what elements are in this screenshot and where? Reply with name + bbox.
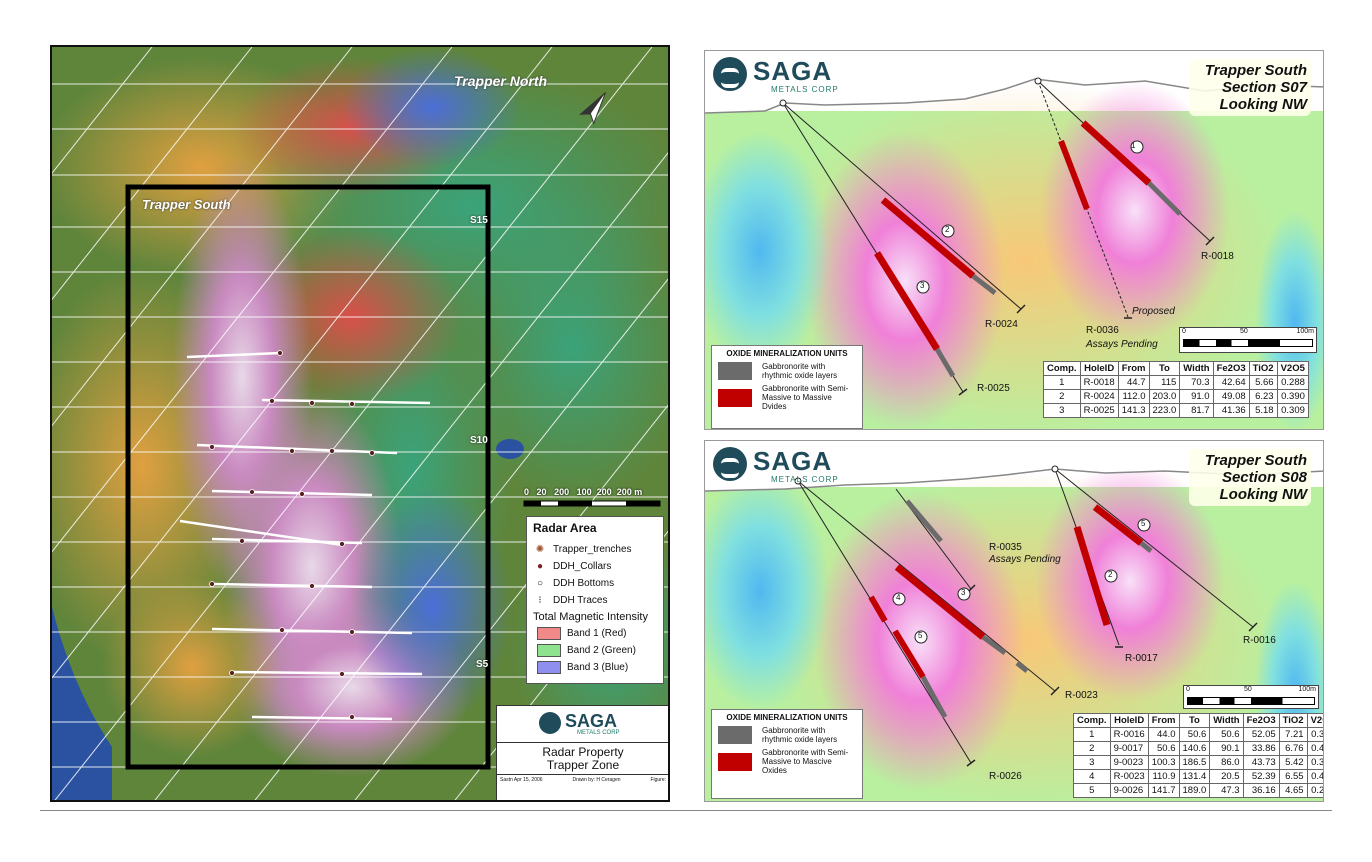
saga-logo-icon bbox=[713, 447, 747, 481]
band-2-swatch bbox=[537, 644, 561, 657]
map-scale-ticks: 0 20 200 100 200 200 m bbox=[524, 487, 642, 497]
legend-item-bottoms: ○ DDH Bottoms bbox=[533, 575, 657, 592]
s07-marker-1: 1 bbox=[1131, 141, 1136, 150]
table-row: 3 R-0025 141.3 223.0 81.7 41.36 5.18 0.309 bbox=[1043, 403, 1309, 418]
s08-marker-2: 2 bbox=[1108, 570, 1113, 579]
legend-item-rhythmic: Gabbronorite with rhythmic oxide layers bbox=[718, 362, 856, 380]
legend-band-3: Band 3 (Blue) bbox=[533, 659, 657, 676]
hole-label-r0024: R-0024 bbox=[985, 319, 1018, 330]
hole-label-r0036: R-0036 bbox=[1086, 325, 1119, 336]
s08-scale-bar: 0 50 100m bbox=[1183, 685, 1319, 709]
map-title-footer: Sastn Apr 15, 2006 Drawn by: H Ceragen F… bbox=[497, 774, 668, 785]
s08-legend: OXIDE MINERALIZATION UNITS Gabbronorite … bbox=[711, 709, 863, 799]
legend-item-trenches: ✺ Trapper_trenches bbox=[533, 541, 657, 558]
legend-band-1: Band 1 (Red) bbox=[533, 625, 657, 642]
legend-item-collars: ● DDH_Collars bbox=[533, 558, 657, 575]
hole-label-r0023: R-0023 bbox=[1065, 690, 1098, 701]
rhythmic-swatch bbox=[718, 362, 752, 380]
ddh-traces bbox=[179, 351, 431, 721]
section-label-s10: S10 bbox=[470, 435, 488, 446]
table-row: 1 R-0018 44.7 115 70.3 42.64 5.66 0.288 bbox=[1043, 375, 1309, 390]
trapper-north-label: Trapper North bbox=[454, 73, 548, 89]
scale-tick: 200 bbox=[596, 487, 612, 497]
s07-interval-markers bbox=[916, 140, 1144, 294]
north-arrow-icon bbox=[579, 92, 606, 125]
hole-label-r0025: R-0025 bbox=[977, 383, 1010, 394]
band-3-swatch bbox=[537, 661, 561, 674]
assays-pending-note: Assays Pending bbox=[989, 554, 1061, 565]
scale-tick: 200 bbox=[554, 487, 570, 497]
section-label-s5: S5 bbox=[476, 659, 489, 670]
map-scale-bar bbox=[523, 500, 661, 507]
section-label-s15: S15 bbox=[470, 215, 488, 226]
s08-marker-5b: 5 bbox=[918, 631, 923, 640]
trace-line-icon: ⁝ bbox=[538, 595, 542, 606]
saga-logo-icon bbox=[713, 57, 747, 91]
s08-intervals bbox=[868, 499, 1153, 719]
section-title: Trapper South Section S07 Looking NW bbox=[1189, 59, 1311, 116]
saga-logo: SAGA METALS CORP bbox=[539, 710, 639, 738]
ddh-collars bbox=[209, 350, 375, 720]
lake bbox=[52, 607, 112, 800]
legend-subtitle: Total Magnetic Intensity bbox=[533, 611, 648, 623]
hole-label-r0035: R-0035 bbox=[989, 542, 1022, 553]
legend-title: Radar Area bbox=[533, 521, 597, 535]
scale-tick: 20 bbox=[536, 487, 547, 497]
trench-icon: ✺ bbox=[535, 544, 545, 555]
map-title: Radar Property Trapper Zone bbox=[497, 742, 668, 772]
s08-marker-3: 3 bbox=[961, 588, 966, 597]
saga-logo-icon bbox=[539, 712, 561, 734]
proposed-note: Proposed bbox=[1132, 306, 1175, 317]
scale-tick: 200 m bbox=[616, 487, 643, 497]
s08-marker-5a: 5 bbox=[1141, 519, 1146, 528]
scale-tick: 100 bbox=[576, 487, 592, 497]
s08-interval-markers bbox=[892, 518, 1151, 644]
legend-item-massive: Gabbronorite with Semi-Massive to Massiv… bbox=[718, 384, 856, 411]
s07-hole-ends bbox=[958, 236, 1215, 396]
section-title: Trapper South Section S08 Looking NW bbox=[1189, 449, 1311, 506]
band-1-swatch bbox=[537, 627, 561, 640]
hole-label-r0017: R-0017 bbox=[1125, 653, 1158, 664]
s07-legend: OXIDE MINERALIZATION UNITS Gabbronorite … bbox=[711, 345, 863, 429]
hole-label-r0018: R-0018 bbox=[1201, 251, 1234, 262]
map-legend: Radar Area ✺ Trapper_trenches ● DDH_Collar… bbox=[526, 516, 664, 684]
massive-swatch bbox=[718, 752, 752, 771]
hole-label-r0016: R-0016 bbox=[1243, 635, 1276, 646]
s08-marker-4: 4 bbox=[896, 593, 901, 602]
assays-pending-note: Assays Pending bbox=[1086, 339, 1158, 350]
scale-tick: 0 bbox=[524, 487, 530, 497]
map-title-block: SAGA METALS CORP Radar Property Trapper … bbox=[496, 705, 668, 800]
s07-composite-table: Comp. HoleID From To Width Fe2O3 TiO2 V2… bbox=[1043, 361, 1309, 418]
hole-label-r0026: R-0026 bbox=[989, 771, 1022, 782]
bottom-circle-icon: ○ bbox=[536, 578, 544, 589]
legend-band-2: Band 2 (Green) bbox=[533, 642, 657, 659]
s07-intervals bbox=[874, 120, 1182, 378]
legend-item-massive: Gabbronorite with Semi-Massive to Masciv… bbox=[718, 748, 856, 775]
rhythmic-swatch bbox=[718, 726, 752, 744]
magnetic-map-panel: Trapper North Trapper South S15 S10 S5 0… bbox=[50, 45, 670, 802]
trapper-south-label: Trapper South bbox=[142, 197, 231, 212]
bottom-divider bbox=[40, 810, 1332, 811]
s07-marker-3: 3 bbox=[920, 281, 925, 290]
saga-logo: SAGA METALS CORP bbox=[713, 57, 853, 97]
legend-item-traces: ⁝ DDH Traces bbox=[533, 592, 657, 609]
legend-item-rhythmic: Gabbronorite with rhythmic oxide layers bbox=[718, 726, 856, 744]
massive-swatch bbox=[718, 388, 752, 407]
magnetic-intensity-map bbox=[52, 47, 668, 800]
table-row: 2 R-0024 112.0 203.0 91.0 49.08 6.23 0.390 bbox=[1043, 389, 1309, 404]
s08-composite-table: Comp. HoleID From To Width Fe2O3 TiO2 V2… bbox=[1073, 713, 1323, 798]
saga-logo: SAGA METALS CORP bbox=[713, 447, 853, 487]
section-s07-panel: 1 2 3 SAGA METALS CORP Trapper South Sec… bbox=[704, 50, 1324, 430]
trapper-south-outline bbox=[125, 184, 491, 770]
section-s08-panel: 5 2 3 4 5 SAGA METALS CORP Trapper South… bbox=[704, 440, 1324, 802]
collar-dot-icon: ● bbox=[536, 561, 544, 572]
s07-scale-bar: 0 50 100m bbox=[1179, 327, 1317, 353]
s07-marker-2: 2 bbox=[945, 225, 950, 234]
